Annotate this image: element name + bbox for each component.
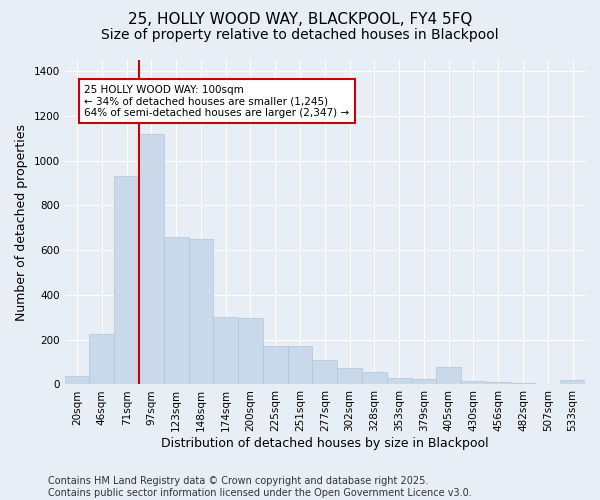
Bar <box>164 237 188 384</box>
Y-axis label: Number of detached properties: Number of detached properties <box>15 124 28 320</box>
Bar <box>188 239 214 384</box>
Text: 25 HOLLY WOOD WAY: 100sqm
← 34% of detached houses are smaller (1,245)
64% of se: 25 HOLLY WOOD WAY: 100sqm ← 34% of detac… <box>85 84 350 118</box>
Bar <box>461 381 486 384</box>
Bar <box>238 318 263 384</box>
Bar <box>114 176 139 384</box>
Text: Contains HM Land Registry data © Crown copyright and database right 2025.
Contai: Contains HM Land Registry data © Crown c… <box>48 476 472 498</box>
Bar <box>337 368 362 384</box>
Bar <box>287 346 313 385</box>
Bar <box>486 382 511 384</box>
Bar <box>436 366 461 384</box>
Bar <box>214 318 238 384</box>
Bar <box>89 334 114 384</box>
Bar <box>387 378 412 384</box>
Text: 25, HOLLY WOOD WAY, BLACKPOOL, FY4 5FQ: 25, HOLLY WOOD WAY, BLACKPOOL, FY4 5FQ <box>128 12 472 28</box>
Bar <box>139 134 164 384</box>
Bar <box>412 379 436 384</box>
Bar <box>362 372 387 384</box>
Text: Size of property relative to detached houses in Blackpool: Size of property relative to detached ho… <box>101 28 499 42</box>
Bar <box>65 376 89 384</box>
Bar <box>263 346 287 385</box>
Bar <box>560 380 585 384</box>
Bar <box>313 360 337 384</box>
X-axis label: Distribution of detached houses by size in Blackpool: Distribution of detached houses by size … <box>161 437 488 450</box>
